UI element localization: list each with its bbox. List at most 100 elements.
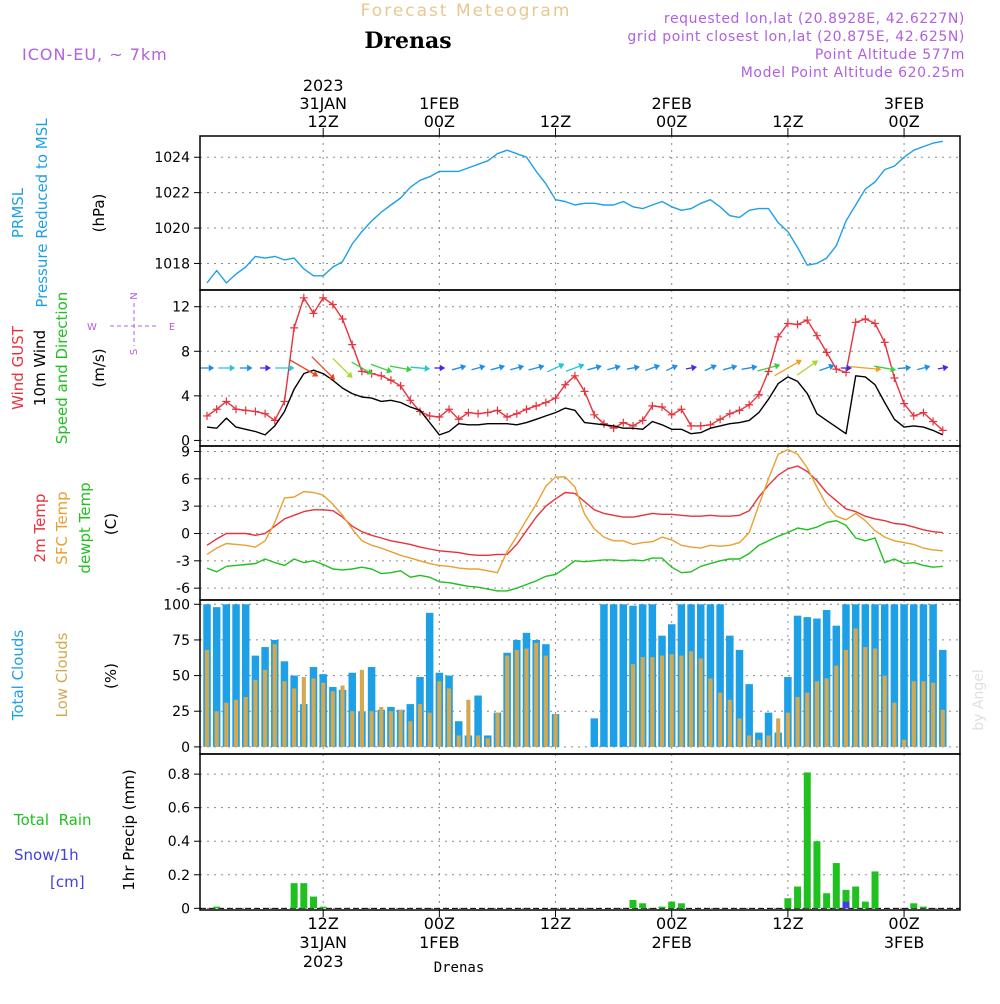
temp-unit-label: (C)	[102, 513, 120, 535]
clouds-bar-total-clouds	[425, 612, 434, 747]
clouds-bar-low-clouds	[505, 655, 510, 747]
precip-bar-total-rain	[919, 906, 927, 909]
gust-marker	[280, 397, 289, 406]
temperature-panel: 2m Temp SFC Temp dewpt Temp (C) -6 -3 0 3 6 9	[31, 444, 961, 601]
precip-ytick-label: 0.8	[168, 767, 190, 783]
gust-marker	[222, 397, 231, 406]
gust-marker	[938, 426, 947, 435]
clouds-bar-low-clouds	[282, 681, 287, 747]
precip-bar-total-rain	[852, 886, 860, 909]
clouds-bar-low-clouds	[553, 714, 558, 747]
clouds-bar-total-clouds	[474, 695, 482, 747]
precip-bar-total-rain	[629, 899, 637, 909]
clouds-bar-low-clouds	[524, 648, 529, 747]
clouds-bar-low-clouds	[708, 678, 713, 747]
clouds-bar-total-clouds	[939, 649, 947, 747]
wind-arrowhead	[653, 363, 661, 371]
gust-marker	[861, 314, 870, 323]
precip-bar-total-rain	[794, 886, 802, 909]
clouds-ytick-label: 75	[172, 633, 190, 649]
clouds-bar-total-clouds	[222, 604, 231, 747]
gust-marker	[580, 387, 589, 396]
pressure-unit-label: (hPa)	[90, 194, 108, 233]
gust-marker	[406, 396, 415, 405]
wind-arrowhead	[578, 363, 585, 370]
gust-marker	[261, 409, 270, 418]
wind-arrowhead	[905, 364, 912, 372]
clouds-bar-low-clouds	[224, 702, 229, 747]
gust-marker	[822, 348, 831, 357]
clouds-bar-total-clouds	[764, 712, 773, 747]
clouds-bar-low-clouds	[795, 696, 800, 747]
clouds-bar-low-clouds	[340, 685, 345, 747]
wind-arrowhead	[289, 364, 295, 372]
gust-marker	[754, 390, 763, 399]
wind-arrowhead	[518, 364, 525, 371]
wind-arrowhead	[811, 360, 819, 367]
wind-arrowhead	[774, 362, 781, 370]
clouds-bar-total-clouds	[735, 649, 744, 747]
clouds-bar-low-clouds	[233, 699, 239, 747]
clouds-bar-low-clouds	[863, 647, 868, 747]
gust-marker	[435, 413, 444, 422]
precip-unit-label: 1hr Precip (mm)	[120, 769, 138, 890]
gust-marker	[764, 367, 773, 376]
gust-marker	[783, 319, 792, 328]
precip-bar-total-rain	[658, 906, 666, 909]
clouds-bar-low-clouds	[495, 712, 500, 747]
clouds-unit-label: (%)	[102, 663, 120, 689]
precip-bar-total-rain	[639, 903, 647, 909]
temperature-series-dewpt-temp	[206, 520, 943, 592]
clouds-bar-low-clouds	[940, 709, 945, 747]
top-axis-label: 31JAN	[299, 94, 347, 113]
wind-arrowhead	[942, 364, 949, 372]
total-clouds-label: Total Clouds	[9, 630, 27, 722]
pressure-series-prmsl	[206, 140, 943, 284]
clouds-bar-low-clouds	[892, 702, 897, 747]
wind-unit-label: (m/s)	[90, 348, 108, 387]
wind-direction-arrow	[311, 356, 335, 380]
precip-ytick-label: 0.6	[168, 801, 190, 817]
gust-marker	[716, 415, 725, 424]
temperature-ytick-label: -6	[176, 581, 190, 597]
pressure-ytick-label: 1022	[154, 186, 190, 202]
clouds-bar-low-clouds	[766, 735, 771, 747]
clouds-bar-low-clouds	[911, 681, 916, 747]
gust-marker	[212, 405, 221, 414]
pressure-ytick-label: 1020	[154, 221, 190, 237]
temperature-ytick-label: 6	[181, 472, 190, 488]
wind-direction-arrow	[849, 366, 881, 370]
clouds-ytick-label: 100	[163, 597, 190, 613]
clouds-bar-low-clouds	[437, 681, 442, 747]
wind-direction-label: Speed and Direction	[53, 292, 71, 445]
gust-marker	[377, 371, 386, 380]
clouds-bar-low-clouds	[369, 711, 374, 747]
clouds-bar-low-clouds	[727, 699, 732, 747]
precip-ytick-label: 0.4	[168, 834, 190, 850]
precip-frame	[199, 753, 961, 911]
wind-arrowhead	[828, 363, 835, 371]
precip-bar-total-rain	[910, 903, 918, 909]
gust-marker	[841, 368, 850, 377]
clouds-bar-low-clouds	[388, 711, 394, 747]
gust-marker	[309, 309, 318, 318]
wind-arrowhead	[439, 364, 446, 372]
wind-arrowhead	[229, 364, 236, 372]
total-rain-label: Total Rain	[13, 811, 92, 829]
bottom-axis-label: 2FEB	[651, 933, 691, 952]
clouds-bar-low-clouds	[534, 642, 539, 747]
precip-bar-total-rain	[803, 772, 811, 909]
compass-n: N	[129, 292, 140, 299]
compass-e: E	[169, 322, 175, 333]
wind-arrowhead	[498, 364, 505, 371]
gust-marker	[425, 411, 434, 420]
clouds-bar-total-clouds	[232, 604, 240, 747]
gust-marker	[551, 394, 560, 403]
clouds-bar-low-clouds	[263, 669, 268, 747]
wind-arrowhead	[538, 363, 545, 371]
temp2m-label: 2m Temp	[31, 494, 49, 563]
low-clouds-label: Low Clouds	[53, 632, 71, 717]
gust-marker	[483, 408, 492, 417]
clouds-bar-total-clouds	[348, 672, 356, 747]
clouds-bar-low-clouds	[243, 696, 248, 747]
